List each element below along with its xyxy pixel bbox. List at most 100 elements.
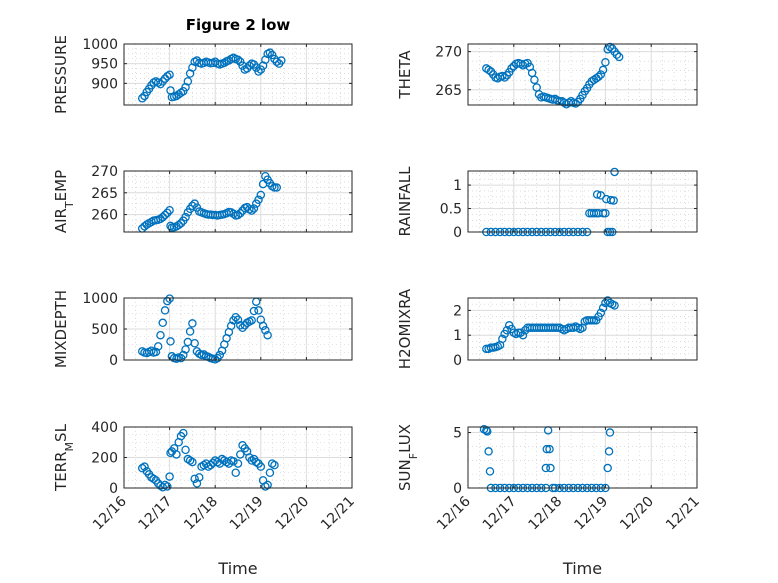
y-tick-label: 400: [91, 420, 118, 436]
data-point: [163, 72, 172, 81]
subplot-5: 0 500 1000 MIXDEPTH: [52, 290, 353, 369]
data-point: [256, 462, 266, 471]
y-tick-label: 265: [91, 186, 118, 202]
data-point: [188, 201, 197, 211]
data-point: [215, 350, 225, 360]
data-point: [233, 55, 243, 64]
data-point: [482, 427, 492, 436]
data-point: [165, 472, 174, 481]
data-point: [249, 204, 259, 213]
data-point: [233, 459, 243, 468]
data-point: [160, 306, 170, 315]
data-point: [247, 206, 256, 215]
data-point: [147, 346, 156, 355]
axes-box: [467, 297, 698, 361]
data-point: [176, 219, 186, 228]
data-point: [194, 473, 204, 482]
data-point: [545, 444, 554, 454]
y-tick-label: 2: [453, 303, 462, 319]
data-point: [598, 65, 608, 75]
data-point: [153, 342, 163, 351]
data-point: [263, 330, 272, 340]
data-point: [589, 208, 599, 218]
plot-area: [468, 298, 697, 360]
subplot-4: 0 0.5 1 RAINFALL: [396, 166, 698, 241]
y-tick-label: 500: [91, 322, 118, 338]
data-point: [258, 321, 268, 331]
data-point: [270, 460, 279, 470]
data-point: [181, 345, 190, 354]
data-point: [267, 459, 277, 468]
data-point: [484, 447, 493, 456]
y-tick-label: 0: [109, 481, 118, 497]
y-tick-label: 1: [453, 328, 462, 344]
data-point: [251, 457, 261, 467]
y-tick-label: 0: [453, 225, 462, 241]
data-point: [172, 450, 181, 459]
data-point: [160, 480, 170, 490]
data-point: [242, 64, 252, 73]
x-tick-label: 12/21: [318, 494, 358, 534]
x-tick-label: 12/17: [480, 494, 520, 534]
data-point: [498, 71, 507, 81]
data-point: [181, 212, 190, 222]
y-tick-label: 900: [91, 76, 118, 92]
data-point: [587, 316, 596, 325]
data-point: [609, 196, 618, 205]
data-point: [614, 52, 624, 62]
data-point: [220, 58, 229, 68]
y-axis-label: SUNFLUX: [396, 424, 420, 491]
series-markers: [482, 296, 619, 354]
data-point: [236, 450, 245, 459]
subplot-8: 0 5 12/16 12/17 12/18 12/19 12/20 12/21 SUNFLUX T…: [396, 424, 703, 578]
x-tick-label: 12/19: [227, 494, 267, 534]
y-tick-label: 0: [109, 353, 118, 369]
x-axis-label: Time: [562, 559, 602, 578]
x-axis-label: Time: [217, 559, 257, 578]
data-point: [610, 301, 619, 310]
data-point: [265, 468, 275, 477]
y-tick-label: 270: [435, 45, 462, 61]
x-tick-label: 12/16: [434, 493, 474, 533]
y-tick-label: 950: [91, 57, 118, 73]
axes-box: [123, 170, 353, 233]
chart-title: Figure 2 low: [186, 16, 291, 34]
data-point: [256, 190, 266, 200]
data-point: [594, 72, 603, 82]
data-point: [601, 208, 610, 218]
y-axis-label: AIRTEMP: [52, 170, 76, 233]
data-point: [485, 467, 495, 476]
data-point: [601, 58, 610, 67]
data-point: [158, 482, 168, 492]
data-point: [151, 347, 161, 357]
subplot-3: 260 265 270 AIRTEMP: [52, 164, 353, 233]
series-markers: [137, 171, 282, 233]
data-point: [166, 337, 175, 346]
data-point: [261, 482, 270, 491]
x-tick-label: 12/18: [526, 494, 566, 534]
data-point: [571, 99, 580, 108]
plot-area: [124, 44, 352, 105]
data-point: [158, 318, 168, 328]
data-point: [598, 208, 608, 218]
y-axis-label: RAINFALL: [396, 166, 414, 237]
x-tick-label: 12/19: [571, 494, 611, 534]
x-tick-label: 12/18: [181, 494, 221, 534]
data-point: [137, 94, 147, 103]
data-point: [140, 462, 149, 471]
data-point: [190, 474, 199, 484]
series-markers: [137, 428, 279, 492]
y-tick-label: 0.5: [440, 202, 462, 218]
data-point: [179, 350, 188, 360]
axes-box: [467, 426, 698, 489]
data-point: [188, 457, 197, 467]
data-point: [231, 468, 240, 477]
y-tick-label: 1000: [82, 291, 118, 307]
data-point: [516, 328, 525, 337]
data-point: [185, 327, 195, 336]
data-point: [231, 312, 240, 322]
y-axis-label: MIXDEPTH: [52, 290, 70, 368]
data-point: [163, 208, 172, 218]
y-tick-label: 1000: [82, 37, 118, 53]
data-point: [604, 447, 614, 456]
